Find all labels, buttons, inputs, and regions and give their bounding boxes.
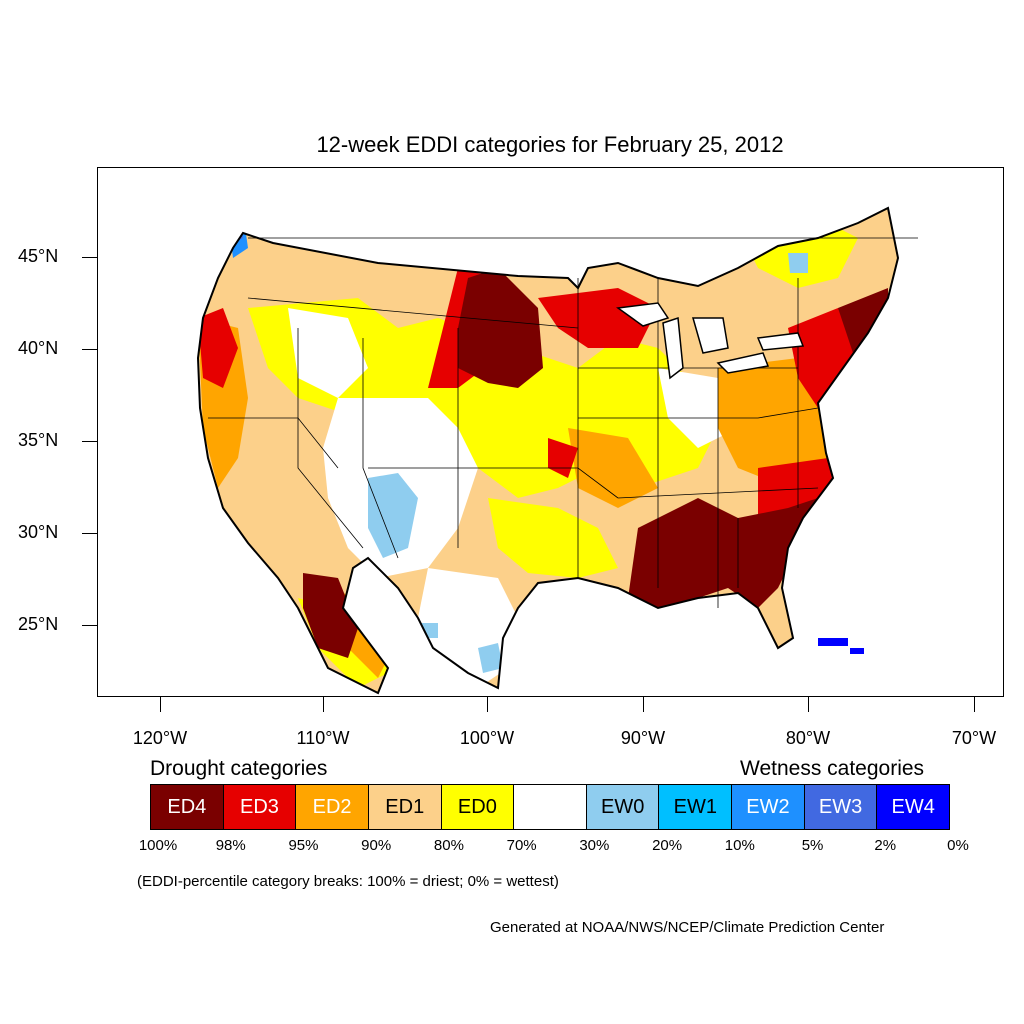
legend-swatch-ew3: EW3 bbox=[804, 785, 878, 829]
ew0-region bbox=[788, 253, 808, 273]
ed4-region bbox=[628, 498, 818, 608]
lat-label-45: 45°N bbox=[18, 246, 59, 266]
category-legend-bar: ED4 ED3 ED2 ED1 ED0 EW0 EW1 EW2 EW3 EW4 bbox=[150, 784, 950, 830]
percentile-break: 20% bbox=[652, 837, 683, 854]
eddi-map bbox=[97, 167, 1004, 697]
ed4-region bbox=[458, 268, 543, 388]
lon-tick bbox=[160, 697, 161, 712]
ed3-region bbox=[618, 608, 678, 648]
lon-label-100: 100°W bbox=[459, 728, 515, 748]
ed4-region bbox=[303, 573, 358, 658]
lat-tick bbox=[82, 625, 97, 626]
credit-line: Generated at NOAA/NWS/NCEP/Climate Predi… bbox=[490, 919, 885, 936]
drought-legend-heading: Drought categories bbox=[150, 757, 328, 780]
lat-tick bbox=[82, 533, 97, 534]
percentile-break: 100% bbox=[138, 837, 178, 854]
ed0-region bbox=[488, 498, 618, 578]
lat-tick bbox=[82, 441, 97, 442]
percentile-break: 90% bbox=[361, 837, 392, 854]
legend-swatch-ed1: ED1 bbox=[368, 785, 442, 829]
ed3-region bbox=[198, 308, 238, 388]
legend-swatch-ed4: ED4 bbox=[151, 785, 224, 829]
lat-label-35: 35°N bbox=[18, 430, 59, 450]
lat-tick bbox=[82, 349, 97, 350]
percentile-break: 70% bbox=[506, 837, 537, 854]
percentile-break: 10% bbox=[724, 837, 755, 854]
map-title: 12-week EDDI categories for February 25,… bbox=[316, 132, 784, 157]
lon-tick bbox=[487, 697, 488, 712]
lon-tick bbox=[808, 697, 809, 712]
percentile-break: 2% bbox=[874, 837, 897, 854]
lon-label-110: 110°W bbox=[296, 728, 350, 748]
percentile-break: 5% bbox=[801, 837, 824, 854]
lat-tick bbox=[82, 257, 97, 258]
legend-swatch-ed0: ED0 bbox=[441, 785, 515, 829]
lon-tick bbox=[974, 697, 975, 712]
legend-swatch-ew4: EW4 bbox=[877, 785, 950, 829]
lat-label-25: 25°N bbox=[18, 614, 59, 634]
percentile-break: 30% bbox=[579, 837, 610, 854]
wetness-legend-heading: Wetness categories bbox=[740, 757, 925, 780]
lon-tick bbox=[643, 697, 644, 712]
caribbean-wet bbox=[818, 638, 864, 654]
legend-swatch-ew1: EW1 bbox=[659, 785, 733, 829]
lon-label-80: 80°W bbox=[785, 728, 831, 748]
percentile-break: 0% bbox=[947, 837, 969, 854]
conus-map-svg bbox=[197, 207, 918, 694]
ed2-region bbox=[568, 428, 658, 508]
percentile-break: 80% bbox=[433, 837, 464, 854]
percentile-break: 98% bbox=[215, 837, 246, 854]
lon-label-70: 70°W bbox=[951, 728, 997, 748]
ew0-region bbox=[478, 643, 503, 673]
legend-swatch-ew2: EW2 bbox=[732, 785, 805, 829]
lat-label-30: 30°N bbox=[18, 522, 59, 542]
legend-swatch-normal bbox=[514, 785, 587, 829]
lon-label-90: 90°W bbox=[620, 728, 666, 748]
percentile-break: 95% bbox=[288, 837, 319, 854]
lon-tick bbox=[323, 697, 324, 712]
ew0-region bbox=[368, 473, 418, 558]
ed3-region bbox=[538, 288, 658, 348]
legend-swatch-ew0: EW0 bbox=[586, 785, 660, 829]
legend-swatch-ed2: ED2 bbox=[296, 785, 369, 829]
category-note: (EDDI-percentile category breaks: 100% =… bbox=[137, 873, 559, 890]
lat-label-40: 40°N bbox=[18, 338, 59, 358]
normal-region bbox=[288, 308, 368, 398]
state-boundaries bbox=[208, 237, 918, 608]
ed4-region bbox=[398, 208, 443, 228]
legend-swatch-ed3: ED3 bbox=[223, 785, 297, 829]
great-lakes bbox=[616, 302, 805, 380]
lon-label-120: 120°W bbox=[132, 728, 188, 748]
